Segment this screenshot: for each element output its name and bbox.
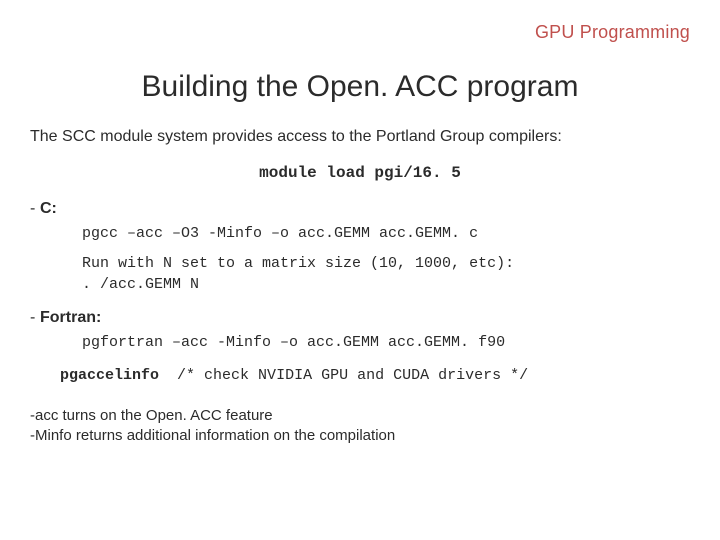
c-label: C:	[40, 200, 57, 217]
opt-minfo-text: returns additional information on the co…	[72, 427, 396, 444]
pgaccelinfo-cmd: pgaccelinfo	[60, 367, 159, 384]
c-section: - C: pgcc –acc –O3 -Minfo –o acc.GEMM ac…	[30, 200, 690, 295]
fortran-section: - Fortran: pgfortran –acc -Minfo –o acc.…	[30, 309, 690, 353]
fortran-label: Fortran:	[40, 309, 101, 326]
intro-text: The SCC module system provides access to…	[30, 128, 690, 146]
bullet-dash: -	[30, 309, 40, 327]
c-heading: - C:	[30, 200, 690, 218]
slide: GPU Programming Building the Open. ACC p…	[0, 0, 720, 540]
fortran-heading: - Fortran:	[30, 309, 690, 327]
c-run-hint: Run with N set to a matrix size (10, 100…	[30, 254, 690, 274]
c-compile-command: pgcc –acc –O3 -Minfo –o acc.GEMM acc.GEM…	[30, 224, 690, 244]
opt-minfo: -Minfo	[30, 427, 72, 444]
c-run-command: . /acc.GEMM N	[30, 275, 690, 295]
opt-acc-text: turns on the Open. ACC feature	[58, 407, 272, 424]
slide-title: Building the Open. ACC program	[30, 70, 690, 104]
bullet-dash: -	[30, 200, 40, 218]
fortran-compile-command: pgfortran –acc -Minfo –o acc.GEMM acc.GE…	[30, 333, 690, 353]
note-acc: -acc turns on the Open. ACC feature	[30, 406, 690, 426]
module-load-command: module load pgi/16. 5	[30, 164, 690, 182]
opt-acc: -acc	[30, 407, 58, 424]
pgaccelinfo-comment: /* check NVIDIA GPU and CUDA drivers */	[177, 367, 528, 384]
header-label: GPU Programming	[535, 22, 690, 43]
note-minfo: -Minfo returns additional information on…	[30, 426, 690, 446]
option-notes: -acc turns on the Open. ACC feature -Min…	[30, 406, 690, 447]
pgaccelinfo-line: pgaccelinfo /* check NVIDIA GPU and CUDA…	[30, 367, 690, 384]
